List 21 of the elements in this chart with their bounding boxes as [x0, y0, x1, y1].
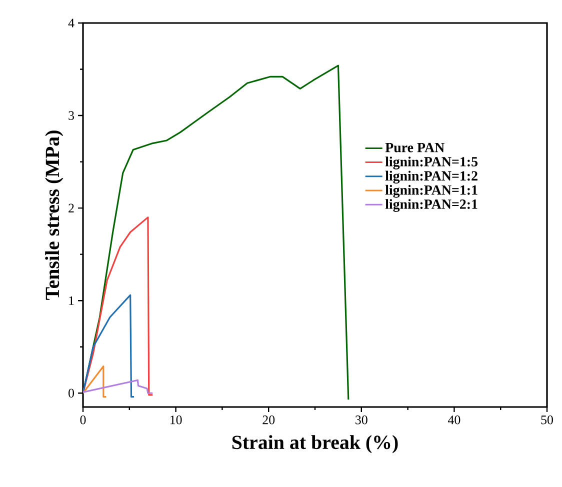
- x-tick-label: 40: [448, 416, 460, 424]
- line-series: [83, 294, 135, 398]
- y-tick-label: 0: [68, 388, 74, 398]
- y-tick-label: 1: [69, 296, 74, 305]
- legend-label: Pure PAN: [385, 142, 444, 152]
- x-tick-label: 20: [262, 416, 275, 424]
- legend-label: lignin:PAN=1:2: [385, 170, 478, 184]
- x-axis-title: Strain at break (%): [232, 435, 398, 454]
- line-series: [83, 216, 154, 396]
- legend-label: lignin:PAN=1:5: [385, 156, 478, 170]
- y-tick-label: 4: [68, 18, 74, 28]
- y-axis-title: Tensile stress (MPa): [45, 130, 64, 300]
- x-tick-label: 10: [170, 416, 182, 424]
- x-tick-label: 0: [80, 416, 86, 424]
- x-tick-label: 50: [541, 416, 553, 424]
- legend-label: lignin:PAN=1:1: [385, 184, 478, 198]
- line-series: [83, 379, 154, 394]
- y-tick-label: 2: [68, 204, 74, 212]
- legend-label: lignin:PAN=2:1: [385, 199, 478, 212]
- x-tick-label: 30: [356, 416, 368, 424]
- y-tick-label: 3: [68, 111, 74, 120]
